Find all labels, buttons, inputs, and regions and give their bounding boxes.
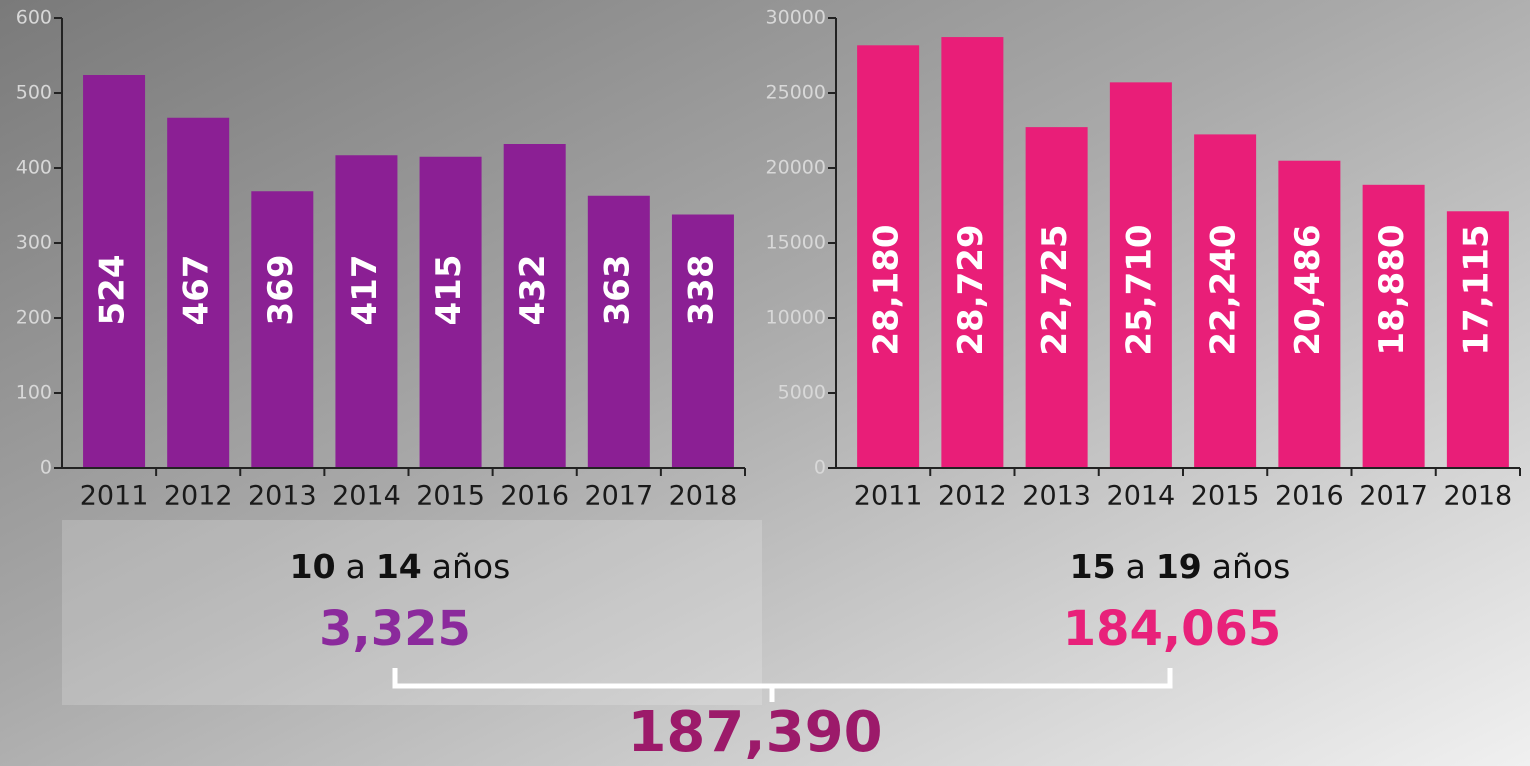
value-label: 467 — [177, 255, 217, 326]
value-label: 18,880 — [1372, 224, 1412, 355]
caption-part: a — [1126, 547, 1146, 586]
x-tick-label: 2016 — [500, 481, 569, 512]
bar — [1025, 127, 1088, 468]
x-tick-label: 2016 — [1275, 481, 1344, 512]
value-label: 28,180 — [867, 224, 907, 355]
bar — [587, 195, 650, 468]
y-tick-label: 300 — [16, 232, 52, 254]
x-tick-label: 2012 — [164, 481, 233, 512]
caption-part: 19 — [1156, 547, 1202, 586]
y-tick-label: 100 — [16, 382, 52, 404]
group-caption: 10 a 14 años — [290, 547, 511, 586]
value-label: 25,710 — [1119, 224, 1159, 355]
bar — [419, 156, 482, 468]
grand-total: 187,390 — [627, 700, 882, 765]
bar — [335, 155, 398, 468]
x-tick-label: 2015 — [416, 481, 485, 512]
x-tick-label: 2011 — [80, 481, 149, 512]
value-label: 22,725 — [1035, 224, 1075, 355]
value-label: 22,240 — [1204, 224, 1244, 355]
x-tick-label: 2013 — [248, 481, 317, 512]
value-label: 28,729 — [951, 224, 991, 355]
x-tick-label: 2018 — [1444, 481, 1513, 512]
bar — [857, 45, 920, 469]
y-tick-label: 30000 — [766, 7, 826, 29]
y-tick-label: 400 — [16, 157, 52, 179]
y-tick-label: 600 — [16, 7, 52, 29]
bar — [941, 37, 1004, 468]
value-label: 524 — [93, 255, 133, 326]
x-tick-label: 2014 — [1107, 481, 1176, 512]
caption-part: 10 — [290, 547, 336, 586]
y-tick-label: 20000 — [766, 157, 826, 179]
caption-part: años — [1212, 547, 1291, 586]
value-label: 338 — [681, 255, 721, 326]
x-tick-label: 2014 — [332, 481, 401, 512]
bar — [503, 144, 566, 468]
x-tick-label: 2018 — [669, 481, 738, 512]
y-tick-label: 25000 — [766, 82, 826, 104]
bar — [1109, 82, 1172, 468]
y-tick-label: 5000 — [778, 382, 826, 404]
value-label: 417 — [345, 255, 385, 326]
x-tick-label: 2013 — [1022, 481, 1091, 512]
bracket — [392, 668, 1173, 702]
group-total: 184,065 — [1063, 601, 1282, 657]
x-tick-label: 2017 — [584, 481, 653, 512]
bar — [1278, 160, 1341, 468]
value-label: 17,115 — [1456, 224, 1496, 355]
x-tick-label: 2017 — [1359, 481, 1428, 512]
x-tick-label: 2015 — [1191, 481, 1260, 512]
caption-part: años — [432, 547, 511, 586]
y-tick-label: 10000 — [766, 307, 826, 329]
y-tick-label: 500 — [16, 82, 52, 104]
value-label: 20,486 — [1288, 224, 1328, 355]
caption-part: 14 — [376, 547, 422, 586]
y-tick-label: 15000 — [766, 232, 826, 254]
caption-panel — [62, 520, 762, 705]
group-total: 3,325 — [319, 601, 471, 657]
value-label: 369 — [261, 255, 301, 326]
bar — [167, 117, 230, 468]
bar — [1446, 211, 1509, 468]
bar — [83, 75, 146, 468]
bar — [1194, 134, 1257, 468]
bar — [1362, 184, 1425, 469]
value-label: 432 — [513, 255, 553, 326]
x-tick-label: 2012 — [938, 481, 1007, 512]
y-tick-label: 0 — [814, 457, 826, 479]
group-caption: 15 a 19 años — [1070, 547, 1291, 586]
x-tick-label: 2011 — [854, 481, 923, 512]
caption-part: a — [346, 547, 366, 586]
value-label: 415 — [429, 255, 469, 326]
value-label: 363 — [597, 255, 637, 326]
y-tick-label: 200 — [16, 307, 52, 329]
y-tick-label: 0 — [40, 457, 52, 479]
bar — [251, 191, 314, 468]
bar — [671, 214, 734, 468]
caption-part: 15 — [1070, 547, 1116, 586]
